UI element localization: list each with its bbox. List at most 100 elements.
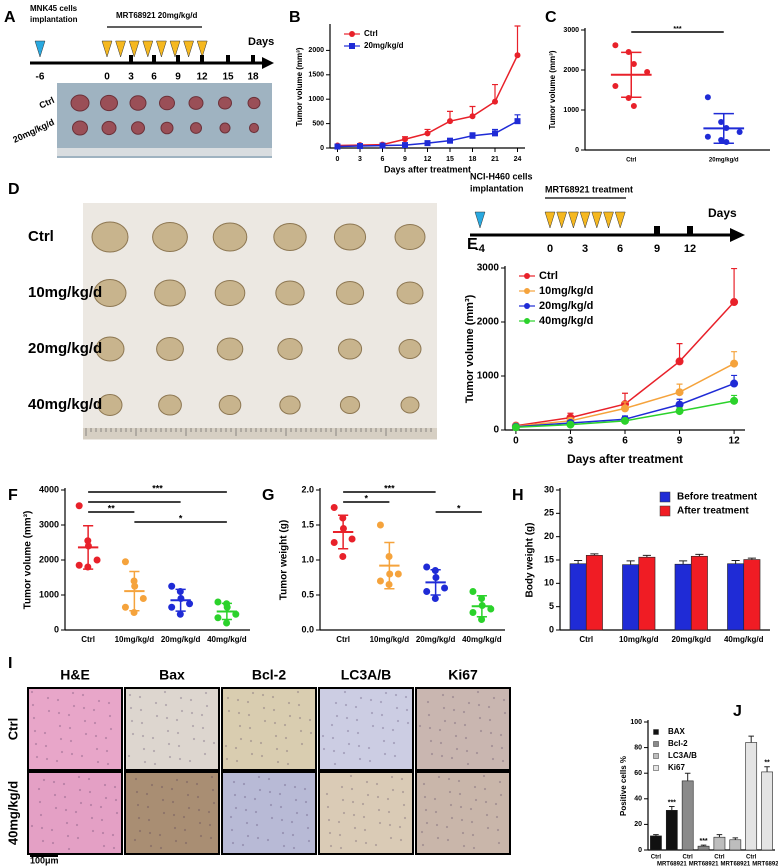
histology-texture	[476, 690, 480, 694]
histology-texture	[146, 805, 150, 809]
legend-swatch	[653, 753, 659, 759]
histology-texture	[31, 703, 35, 707]
data-point	[478, 616, 486, 623]
data-point	[644, 69, 651, 75]
histology-texture	[52, 780, 56, 784]
x-tick-label: MRT68921	[689, 862, 719, 866]
x-tick-label: Ctrl	[81, 635, 95, 644]
x-tick-label: Ctrl	[336, 635, 350, 644]
histology-texture	[308, 718, 312, 722]
histology-texture	[341, 798, 345, 802]
histology-texture	[249, 739, 253, 743]
significance-label: ***	[668, 799, 676, 806]
histology-texture	[150, 783, 154, 787]
histology-texture	[377, 808, 381, 812]
histology-texture	[159, 846, 163, 850]
histology-texture	[439, 741, 443, 745]
data-point	[186, 600, 194, 608]
histology-texture	[201, 726, 205, 730]
histology-texture	[149, 844, 153, 848]
marker	[675, 407, 684, 416]
histology-image	[415, 771, 511, 855]
histology-texture	[182, 815, 186, 819]
timeline-tick-label: 3	[582, 243, 588, 255]
histology-texture	[472, 846, 476, 850]
photo	[83, 203, 437, 440]
histology-texture	[380, 713, 384, 717]
histology-texture	[356, 731, 360, 735]
significance-label: ***	[152, 483, 163, 493]
histology-texture	[226, 696, 230, 700]
histology-texture	[384, 691, 388, 695]
x-tick-label: 3	[568, 436, 574, 447]
histology-texture	[160, 785, 164, 789]
row-label: 20mg/kg/d	[11, 117, 56, 145]
error-bar	[732, 837, 739, 840]
histology-texture	[365, 780, 369, 784]
histology-texture	[164, 703, 168, 707]
y-tick-label: 20	[544, 531, 554, 541]
bar	[674, 563, 692, 631]
histology-texture	[492, 696, 496, 700]
histology-texture	[128, 693, 132, 697]
histology-texture	[475, 751, 479, 755]
y-tick-label: 5	[549, 601, 554, 611]
histology-texture	[304, 800, 308, 804]
x-tick-label: MRT68921	[657, 862, 687, 866]
timeline-tick-label: 0	[104, 72, 110, 83]
timeline-tick-label: 12	[684, 243, 696, 255]
histology-texture	[271, 695, 275, 699]
histology-texture	[469, 807, 473, 811]
histology-texture	[339, 846, 343, 850]
histology-texture	[425, 821, 429, 825]
histology-image	[318, 771, 414, 855]
data-point	[168, 582, 176, 590]
histology-texture	[69, 739, 73, 743]
marker	[675, 400, 684, 409]
histology-image	[124, 687, 220, 771]
histology-texture	[438, 728, 442, 732]
histology-texture	[367, 746, 371, 750]
histology-texture	[107, 701, 111, 705]
histology-texture	[200, 713, 204, 717]
marker	[424, 140, 431, 147]
x-tick-label: 0	[513, 436, 519, 447]
marker	[492, 98, 498, 105]
error-bar	[747, 557, 756, 560]
histology-texture	[376, 795, 380, 799]
histology-texture	[246, 834, 250, 838]
timeline-tick-label: -4	[475, 243, 486, 255]
histology-image	[415, 687, 511, 771]
y-tick-label: 3000	[563, 27, 579, 34]
data-point	[330, 504, 338, 511]
triangle-icon	[591, 211, 603, 229]
data-point	[121, 603, 129, 611]
tumor-photo	[97, 394, 123, 416]
histology-texture	[135, 790, 139, 794]
histology-texture	[332, 749, 336, 753]
histology-texture	[306, 826, 310, 830]
histology-texture	[362, 815, 366, 819]
histology-texture	[84, 732, 88, 736]
histology-texture	[92, 708, 96, 712]
histology-texture	[179, 696, 183, 700]
histology-texture	[30, 690, 34, 694]
histology-texture	[344, 703, 348, 707]
histology-texture	[420, 830, 424, 834]
histology-texture	[41, 839, 45, 843]
histology-texture	[244, 808, 248, 812]
triangle-icon	[101, 40, 113, 58]
timeline-tick	[200, 55, 204, 63]
histology-texture	[300, 742, 304, 746]
timeline-tick	[654, 226, 660, 235]
legend-swatch	[659, 505, 671, 517]
tumor-photo	[156, 337, 184, 361]
histology-texture	[503, 711, 507, 715]
histology-texture	[203, 752, 207, 756]
column-header: H&E	[60, 667, 90, 683]
histology-texture	[291, 833, 295, 837]
error-bar	[430, 569, 441, 596]
histology-texture	[340, 785, 344, 789]
x-tick-label: Ctrl	[626, 158, 637, 164]
marker	[402, 136, 408, 143]
